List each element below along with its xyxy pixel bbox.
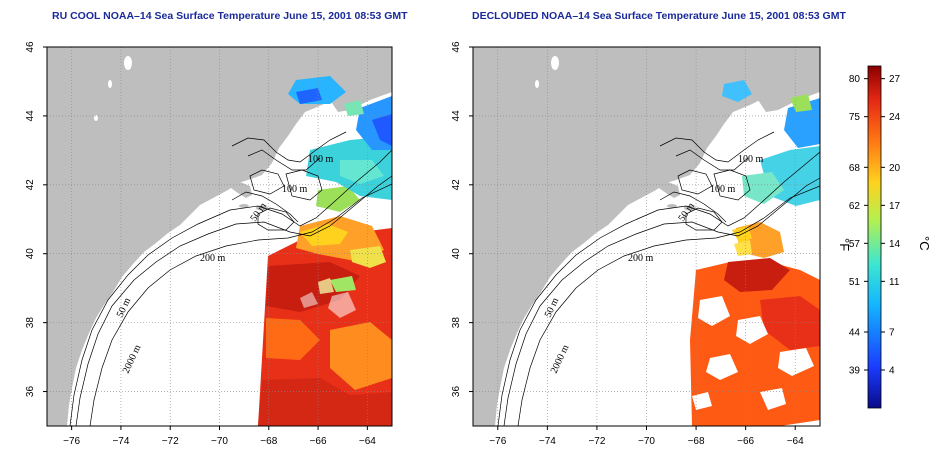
right-isobath-label-200m: 200 m xyxy=(628,253,654,264)
left-map-panel: 100 m 100 m 50 m 200 m 50 m 2000 m −76 −7… xyxy=(25,41,393,447)
colorbar-f-label: 75 xyxy=(849,112,861,123)
x-tick-label: −76 xyxy=(489,436,506,447)
left-grid xyxy=(47,47,392,426)
x-tick-label: −70 xyxy=(638,436,655,447)
left-island-nantucket xyxy=(256,205,268,211)
right-lake-1 xyxy=(551,56,559,70)
x-tick-label: −64 xyxy=(359,436,376,447)
colorbar-c-label: 11 xyxy=(889,277,900,288)
left-sst-overlay xyxy=(258,76,392,426)
colorbar-c-label: 17 xyxy=(889,201,901,212)
x-tick-label: −74 xyxy=(539,436,556,447)
right-lake-2 xyxy=(535,80,539,88)
left-map-title: RU COOL NOAA–14 Sea Surface Temperature … xyxy=(52,10,408,22)
left-island-nova-scotia xyxy=(330,58,392,112)
right-grid xyxy=(473,47,820,426)
x-tick-label: −66 xyxy=(737,436,754,447)
y-tick-label: 40 xyxy=(451,248,462,260)
y-tick-label: 44 xyxy=(25,110,36,122)
colorbar-c-label: 4 xyxy=(889,366,895,377)
x-tick-label: −68 xyxy=(260,436,277,447)
left-lake-3 xyxy=(94,115,98,121)
left-isobath-label-100m-b: 100 m xyxy=(282,184,308,195)
x-tick-label: −68 xyxy=(688,436,705,447)
right-sst-overlay xyxy=(690,80,820,426)
y-tick-label: 46 xyxy=(451,41,462,53)
colorbar: 80 27 75 24 68 20 62 17 57 14 51 11 44 7 39 4 °F °C xyxy=(837,65,932,409)
left-land-area xyxy=(47,47,392,426)
right-isobaths xyxy=(497,131,820,426)
colorbar-f-label: 39 xyxy=(849,366,861,377)
y-tick-label: 46 xyxy=(25,41,36,53)
right-isobath-label-100m-b: 100 m xyxy=(710,184,736,195)
colorbar-f-label: 51 xyxy=(849,277,861,288)
right-isobath-label-100m-a: 100 m xyxy=(738,154,764,165)
colorbar-f-label: 57 xyxy=(849,239,861,250)
right-cape-cod xyxy=(656,182,680,198)
left-isobaths xyxy=(69,131,392,426)
left-island-marthas xyxy=(239,204,249,208)
colorbar-ticks: 80 27 75 24 68 20 62 17 57 14 51 11 44 7 39 4 xyxy=(849,74,901,376)
x-tick-label: −72 xyxy=(588,436,605,447)
y-tick-label: 42 xyxy=(25,179,36,191)
x-tick-label: −72 xyxy=(162,436,179,447)
colorbar-c-label: 7 xyxy=(889,328,895,339)
right-map-title: DECLOUDED NOAA–14 Sea Surface Temperatur… xyxy=(472,10,846,22)
y-tick-label: 36 xyxy=(451,386,462,398)
left-axis-ticks: −76 −74 −72 −70 −68 −66 −64 46 44 42 40 38 36 xyxy=(25,41,376,447)
right-island-marthas xyxy=(667,204,677,208)
colorbar-c-label: 14 xyxy=(889,239,901,250)
x-tick-label: −74 xyxy=(112,436,129,447)
colorbar-c-label: 24 xyxy=(889,112,901,123)
colorbar-gradient xyxy=(867,65,882,409)
fahrenheit-unit-label: °F xyxy=(837,238,852,251)
y-tick-label: 42 xyxy=(451,179,462,191)
y-tick-label: 40 xyxy=(25,248,36,260)
x-tick-label: −76 xyxy=(63,436,80,447)
colorbar-c-label: 20 xyxy=(889,163,901,174)
left-lake-1 xyxy=(124,56,132,70)
right-island-nantucket xyxy=(684,205,696,211)
colorbar-f-label: 44 xyxy=(849,328,861,339)
left-isobath-label-200m: 200 m xyxy=(200,253,226,264)
x-tick-label: −66 xyxy=(310,436,327,447)
right-land-area xyxy=(473,47,820,426)
colorbar-f-label: 62 xyxy=(849,201,861,212)
left-lake-2 xyxy=(108,80,112,88)
x-tick-label: −64 xyxy=(787,436,804,447)
y-tick-label: 38 xyxy=(25,317,36,329)
left-cape-cod xyxy=(228,182,252,198)
right-axis-ticks: −76 −74 −72 −70 −68 −66 −64 46 44 42 40 38 36 xyxy=(451,41,804,447)
celsius-unit-label: °C xyxy=(917,236,932,251)
colorbar-f-label: 80 xyxy=(849,74,861,85)
right-map-panel: 100 m 100 m 50 m 200 m 50 m 2000 m −76 −7… xyxy=(451,41,821,447)
colorbar-c-label: 27 xyxy=(889,74,901,85)
y-tick-label: 44 xyxy=(451,110,462,122)
right-island-nova-scotia xyxy=(758,58,820,112)
colorbar-f-label: 68 xyxy=(849,163,861,174)
left-isobath-label-100m-a: 100 m xyxy=(308,154,334,165)
y-tick-label: 36 xyxy=(25,386,36,398)
x-tick-label: −70 xyxy=(211,436,228,447)
y-tick-label: 38 xyxy=(451,317,462,329)
